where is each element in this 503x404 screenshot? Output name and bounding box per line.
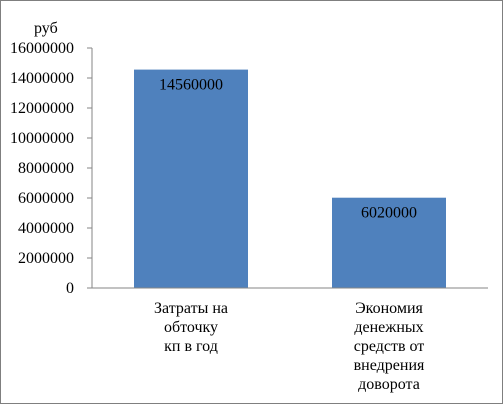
x-category-label-line: Экономия: [355, 300, 423, 317]
x-category-label-line: денежных: [354, 319, 423, 336]
x-category-label-line: обточку: [164, 319, 218, 336]
x-category-label-line: средств от: [354, 338, 425, 355]
y-tick-label: 0: [66, 280, 74, 297]
y-tick-label: 12000000: [10, 100, 74, 117]
x-axis-categories: Затраты на обточку кп в год Экономия денежны…: [154, 300, 425, 393]
bar: [134, 69, 248, 288]
bar: [332, 197, 446, 288]
bars: [134, 69, 446, 288]
x-category-label-line: кп в год: [164, 338, 218, 355]
y-tick-label: 2000000: [18, 250, 74, 267]
y-tick-label: 4000000: [18, 220, 74, 237]
x-category-label-line: доворота: [358, 376, 420, 393]
y-axis-unit-label: руб: [34, 20, 58, 37]
data-labels: 14560000 6020000: [159, 77, 417, 222]
x-category-label-line: внедрения: [354, 357, 425, 374]
y-axis-ticks: 0 2000000 4000000 6000000 8000000 10000000 120…: [10, 40, 92, 297]
y-tick-label: 10000000: [10, 130, 74, 147]
x-category-label: Экономия денежных средств от внедрения довор…: [354, 300, 425, 393]
y-tick-label: 6000000: [18, 190, 74, 207]
y-tick-label: 16000000: [10, 40, 74, 57]
y-tick-label: 14000000: [10, 70, 74, 87]
y-tick-label: 8000000: [18, 160, 74, 177]
bar-data-label: 6020000: [361, 205, 417, 222]
bar-data-label: 14560000: [159, 77, 223, 94]
x-category-label-line: Затраты на: [154, 300, 228, 317]
x-category-label: Затраты на обточку кп в год: [154, 300, 228, 355]
